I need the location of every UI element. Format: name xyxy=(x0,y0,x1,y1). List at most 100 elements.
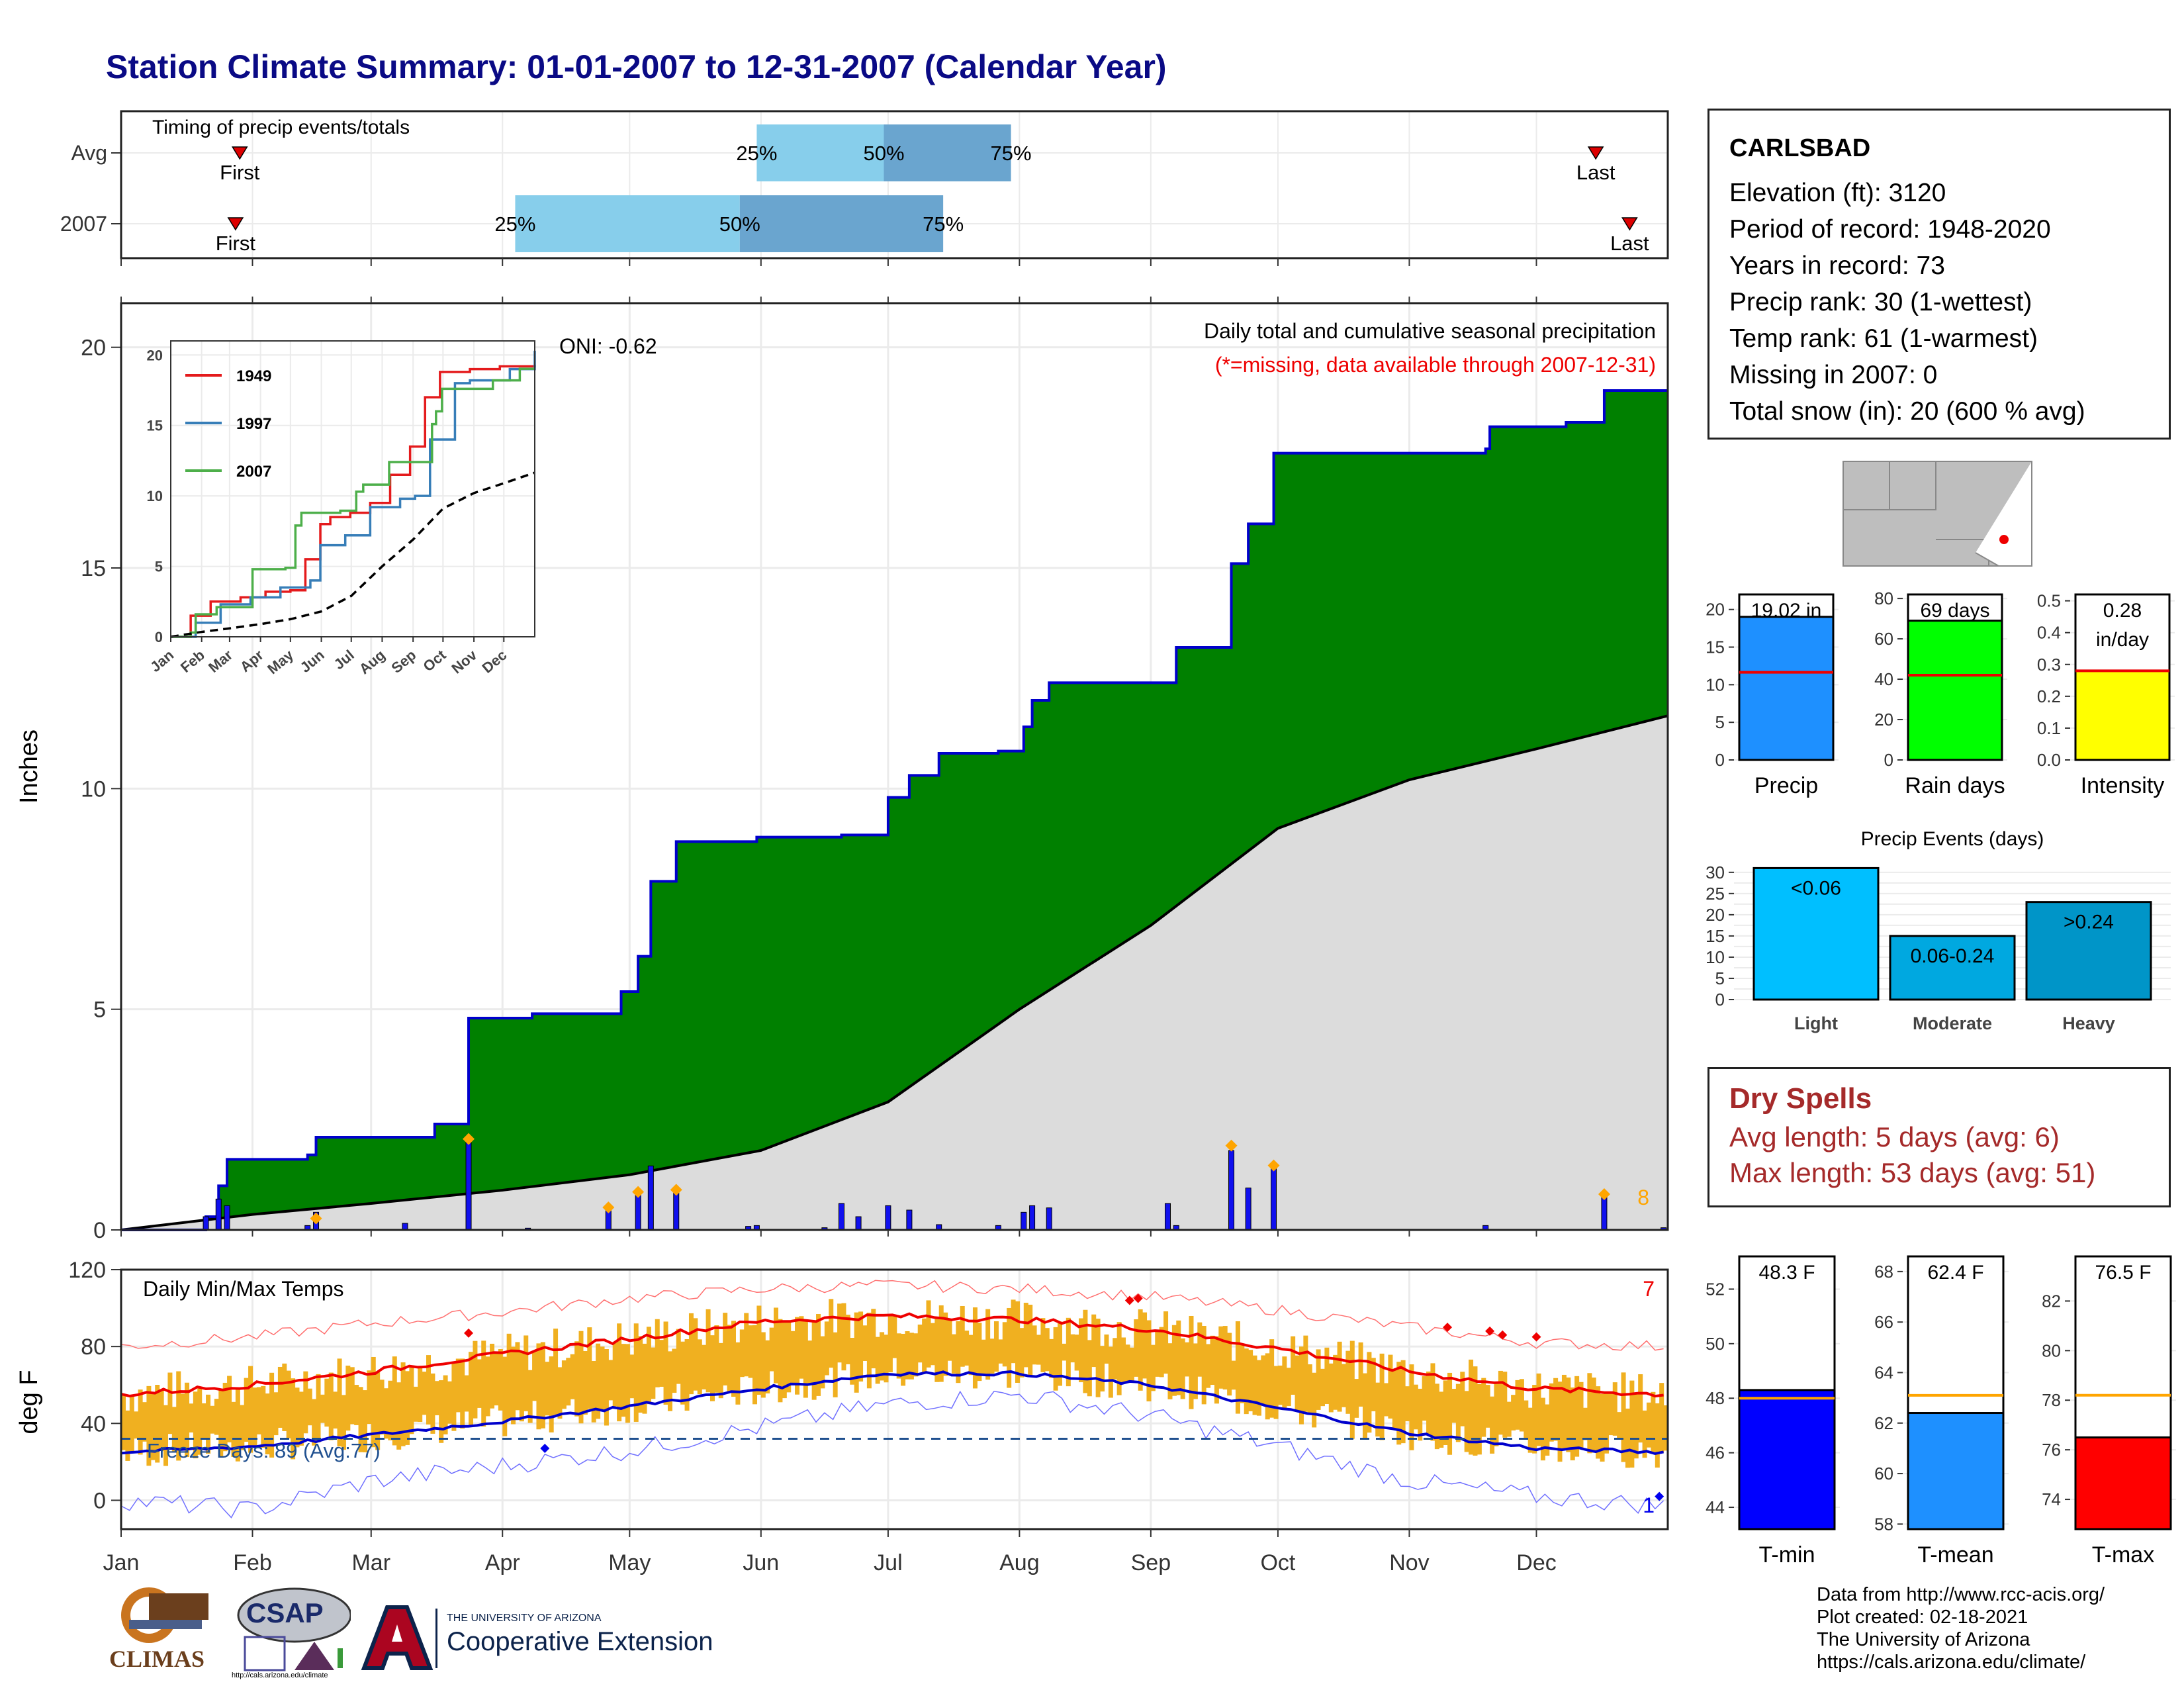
dry-spells-line: Avg length: 5 days (avg: 6) xyxy=(1729,1121,2060,1152)
daily-precip-bar xyxy=(1245,1188,1251,1231)
credit-line: The University of Arizona xyxy=(1817,1629,2030,1650)
temp-range-bar xyxy=(612,1342,617,1407)
temp-range-bar xyxy=(185,1382,190,1458)
temp-range-bar xyxy=(782,1322,787,1399)
temp-range-bar xyxy=(1185,1342,1190,1377)
temp-range-bar xyxy=(684,1339,690,1411)
temp-range-bar xyxy=(176,1371,181,1461)
freeze-days-label: Freeze Days: 89 (Avg:77) xyxy=(147,1439,381,1462)
events-bar-label: >0.24 xyxy=(2064,912,2114,933)
temp-range-bar xyxy=(1231,1360,1236,1390)
oni-label: ONI: -0.62 xyxy=(559,334,657,358)
temp-range-bar xyxy=(189,1403,194,1432)
csap-logo: CSAP http://cals.arizona.edu/climate xyxy=(232,1585,352,1681)
temp-range-bar xyxy=(1455,1383,1461,1442)
precip-total-ytick-label: 20 xyxy=(1706,600,1725,620)
temp-range-bar xyxy=(799,1316,804,1379)
temp-range-bar xyxy=(1159,1327,1164,1378)
temp-range-bar xyxy=(659,1340,664,1387)
temp-range-bar xyxy=(862,1325,868,1361)
temp-range-bar xyxy=(1044,1328,1050,1372)
temp-range-bar xyxy=(159,1389,164,1451)
temp-range-bar xyxy=(786,1321,792,1393)
temp-range-bar xyxy=(1367,1352,1372,1433)
climas-mark-icon xyxy=(121,1587,208,1643)
temp-range-bar xyxy=(1248,1350,1253,1411)
inset-ytick-label: 15 xyxy=(147,418,163,434)
temp-range-bar xyxy=(1413,1384,1418,1430)
temp-range-bar xyxy=(765,1340,770,1394)
temp-range-bar xyxy=(1273,1366,1279,1419)
temp-range-bar xyxy=(1596,1386,1601,1459)
temp-range-bar xyxy=(1396,1362,1402,1445)
daily-precip-bar xyxy=(838,1203,844,1231)
temp-range-bar xyxy=(1591,1378,1596,1453)
temp-range-bar xyxy=(871,1309,876,1369)
daily-precip-bar xyxy=(224,1205,230,1231)
temp-range-bar xyxy=(1557,1382,1563,1462)
temp-range-bar xyxy=(430,1373,435,1434)
temp-range-bar xyxy=(1375,1382,1381,1437)
temp-range-bar xyxy=(820,1336,825,1389)
temp-range-bar xyxy=(1477,1384,1482,1455)
temp-range-bar xyxy=(1349,1340,1355,1439)
temp-range-bar xyxy=(667,1351,672,1411)
events-ytick-label: 20 xyxy=(1706,905,1725,925)
temp-range-bar xyxy=(1210,1335,1215,1385)
temp-range-bar xyxy=(1345,1350,1351,1414)
temp-range-bar xyxy=(426,1355,431,1425)
temp-range-bar xyxy=(248,1366,253,1453)
temp-range-bar xyxy=(981,1339,986,1376)
record-high-count: 7 xyxy=(1643,1277,1655,1301)
precip-total-category-label: Precip xyxy=(1754,773,1818,798)
events-ytick-label: 0 xyxy=(1715,990,1725,1009)
temp-range-bar xyxy=(1100,1346,1105,1392)
temp-range-bar xyxy=(1256,1360,1261,1416)
events-bar xyxy=(1889,935,2016,1001)
timing-clip xyxy=(1669,111,1693,258)
temp-range-bar xyxy=(557,1367,563,1419)
temp-range-bar xyxy=(1307,1364,1312,1415)
temp-range-bar xyxy=(1053,1327,1058,1391)
temp-range-bar xyxy=(291,1378,296,1460)
temp-range-bar xyxy=(1312,1372,1317,1428)
events-bar xyxy=(1752,867,1880,1001)
t-min-bar xyxy=(1738,1389,1836,1530)
climas-wordmark: CLIMAS xyxy=(109,1646,205,1672)
csap-cloud-icon xyxy=(237,1587,352,1671)
normal-max-line xyxy=(120,1312,1664,1398)
temp-range-bar xyxy=(570,1354,575,1399)
temp-range-bar xyxy=(621,1344,626,1417)
temp-range-bar xyxy=(282,1363,287,1431)
t-mean-ytick-label: 64 xyxy=(1874,1362,1893,1382)
temp-range-bar xyxy=(443,1375,448,1434)
temp-range-bar xyxy=(1655,1403,1660,1468)
station-info-box: CARLSBAD Elevation (ft): 3120 Period of … xyxy=(1707,109,2171,440)
temp-range-bar xyxy=(651,1347,656,1399)
temp-range-bar xyxy=(418,1367,423,1423)
timing-first-label: First xyxy=(216,232,256,255)
temp-range-bar xyxy=(545,1362,550,1416)
temp-range-bar xyxy=(1002,1322,1007,1367)
station-name: CARLSBAD xyxy=(1729,134,1871,162)
temp-range-bar xyxy=(1392,1370,1397,1429)
temp-range-bar xyxy=(536,1343,541,1430)
temp-range-bar xyxy=(1469,1359,1474,1455)
temp-range-bar xyxy=(604,1349,609,1426)
temp-range-bar xyxy=(549,1356,554,1432)
temp-range-bar xyxy=(1617,1412,1622,1440)
intensity-ytick-label: 0.3 xyxy=(2037,655,2061,675)
temp-range-bar xyxy=(1578,1382,1584,1449)
month-label: May xyxy=(608,1550,651,1575)
temp-range-bar xyxy=(1324,1347,1330,1405)
temp-range-bar xyxy=(422,1372,427,1415)
temp-range-bar xyxy=(998,1339,1003,1364)
temp-range-bar xyxy=(1298,1346,1304,1425)
precip-total-value-label: 19.02 in xyxy=(1751,600,1822,622)
temp-range-bar xyxy=(1074,1335,1079,1371)
temp-range-bar xyxy=(265,1393,270,1455)
temp-range-bar xyxy=(901,1333,906,1386)
temp-range-bar xyxy=(709,1335,715,1401)
temp-range-bar xyxy=(388,1380,393,1440)
temp-range-bar xyxy=(163,1405,169,1466)
